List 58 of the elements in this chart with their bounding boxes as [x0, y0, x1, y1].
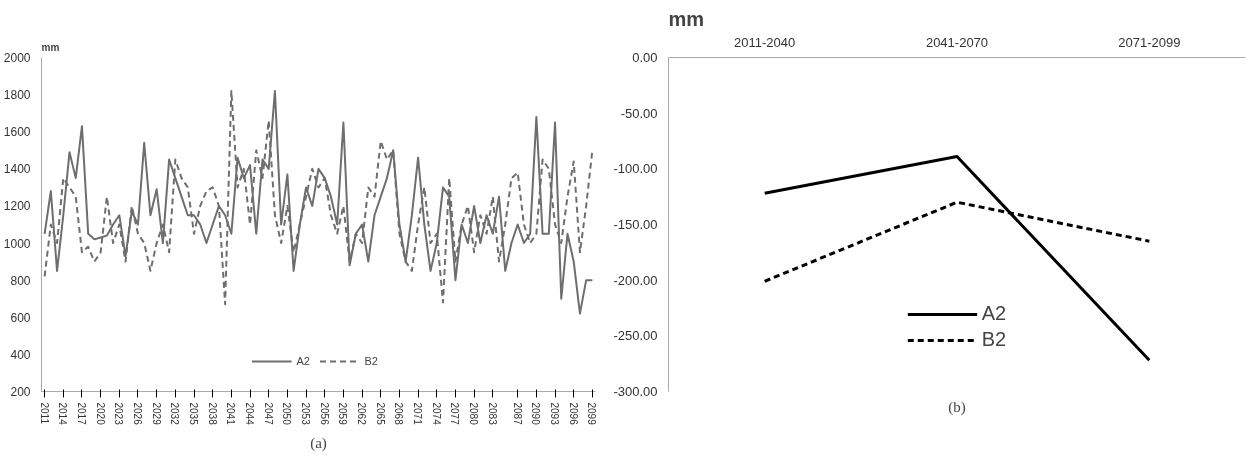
legend-label: A2	[296, 355, 311, 367]
x-tick-label: 2080	[468, 402, 480, 426]
y-tick-label: -200.00	[613, 272, 658, 288]
x-tick-label: 2044	[244, 402, 256, 426]
y-tick-label: -250.00	[613, 328, 658, 344]
x-tick-label: 2077	[449, 402, 461, 426]
y-tick-label: 1400	[3, 162, 31, 177]
x-tick-label: 2099	[586, 402, 598, 426]
x-tick-label: 2014	[57, 402, 69, 426]
x-tick-label: 2090	[530, 402, 542, 426]
x-tick-label: 2020	[94, 402, 106, 426]
x-tick-label: 2071	[412, 402, 424, 426]
y-tick-label: -50.00	[620, 105, 658, 121]
x-tick-label: 2062	[356, 402, 368, 426]
text: (a)	[310, 434, 327, 452]
x-tick-label: 2071-2099	[1118, 34, 1181, 50]
x-tick-label: 2056	[318, 402, 330, 426]
y-tick-label: 400	[10, 347, 31, 362]
x-tick-label: 2053	[300, 402, 312, 426]
y-tick-label: -150.00	[613, 217, 658, 232]
y-axis-title: mm	[668, 7, 705, 30]
y-tick-label: -100.00	[613, 161, 658, 177]
y-tick-label: -300.00	[613, 384, 658, 399]
x-tick-label: 2038	[206, 402, 218, 426]
y-tick-label: 800	[10, 273, 31, 288]
x-tick-label: 2035	[188, 402, 200, 426]
y-tick-label: 1200	[3, 199, 31, 214]
x-tick-label: 2011-2040	[734, 34, 796, 50]
x-tick-label: 2093	[549, 402, 561, 426]
x-tick-label: 2087	[511, 402, 523, 426]
x-tick-label: 2032	[169, 402, 181, 426]
x-tick-label: 2017	[75, 402, 87, 426]
x-tick-label: 2041	[225, 402, 237, 426]
x-tick-label: 2096	[567, 402, 579, 426]
y-axis-title: mm	[41, 41, 60, 53]
x-tick-label: 2065	[374, 402, 386, 426]
x-tick-label: 2026	[131, 402, 143, 426]
x-tick-label: 2074	[430, 402, 442, 426]
x-tick-label: 2050	[281, 402, 293, 426]
x-tick-label: 2068	[393, 402, 405, 426]
y-tick-label: 0.00	[632, 50, 658, 65]
x-tick-label: 2041-2070	[925, 34, 989, 50]
legend-label: B2	[981, 328, 1007, 351]
x-tick-label: 2083	[486, 402, 498, 426]
legend-label: B2	[364, 355, 379, 367]
y-tick-label: 200	[10, 385, 31, 399]
x-tick-label: 2023	[113, 402, 125, 426]
legend-label: A2	[981, 302, 1007, 325]
y-tick-label: 2000	[3, 51, 31, 65]
x-tick-label: 2029	[150, 402, 162, 426]
y-tick-label: 1800	[3, 88, 31, 103]
y-tick-label: 1600	[3, 125, 31, 140]
text: (b)	[948, 398, 966, 416]
x-tick-label: 2059	[337, 402, 349, 426]
x-tick-label: 2011	[38, 402, 50, 425]
x-tick-label: 2047	[262, 402, 274, 426]
y-tick-label: 1000	[3, 236, 31, 251]
y-tick-label: 600	[10, 310, 31, 325]
